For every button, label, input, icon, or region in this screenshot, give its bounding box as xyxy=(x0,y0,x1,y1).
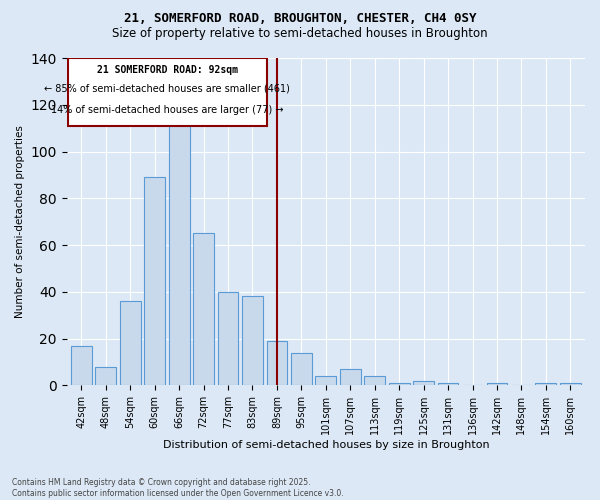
X-axis label: Distribution of semi-detached houses by size in Broughton: Distribution of semi-detached houses by … xyxy=(163,440,489,450)
Bar xyxy=(95,366,116,386)
Bar xyxy=(437,383,458,386)
Bar xyxy=(71,346,92,386)
Bar xyxy=(120,301,140,386)
Bar xyxy=(535,383,556,386)
Bar xyxy=(413,380,434,386)
Bar xyxy=(560,383,581,386)
Bar xyxy=(218,292,238,386)
Text: 14% of semi-detached houses are larger (77) →: 14% of semi-detached houses are larger (… xyxy=(51,105,284,115)
Bar xyxy=(144,177,165,386)
Bar xyxy=(364,376,385,386)
Bar xyxy=(266,341,287,386)
Bar xyxy=(193,234,214,386)
Bar xyxy=(169,93,190,386)
Y-axis label: Number of semi-detached properties: Number of semi-detached properties xyxy=(15,125,25,318)
Text: Size of property relative to semi-detached houses in Broughton: Size of property relative to semi-detach… xyxy=(112,28,488,40)
Bar xyxy=(316,376,336,386)
Bar xyxy=(291,352,312,386)
Text: 21, SOMERFORD ROAD, BROUGHTON, CHESTER, CH4 0SY: 21, SOMERFORD ROAD, BROUGHTON, CHESTER, … xyxy=(124,12,476,26)
Bar xyxy=(242,296,263,386)
Text: 21 SOMERFORD ROAD: 92sqm: 21 SOMERFORD ROAD: 92sqm xyxy=(97,65,238,75)
Text: ← 85% of semi-detached houses are smaller (461): ← 85% of semi-detached houses are smalle… xyxy=(44,84,290,94)
Bar xyxy=(340,369,361,386)
Text: Contains HM Land Registry data © Crown copyright and database right 2025.
Contai: Contains HM Land Registry data © Crown c… xyxy=(12,478,344,498)
Bar xyxy=(389,383,410,386)
Bar xyxy=(487,383,508,386)
FancyBboxPatch shape xyxy=(68,58,266,126)
